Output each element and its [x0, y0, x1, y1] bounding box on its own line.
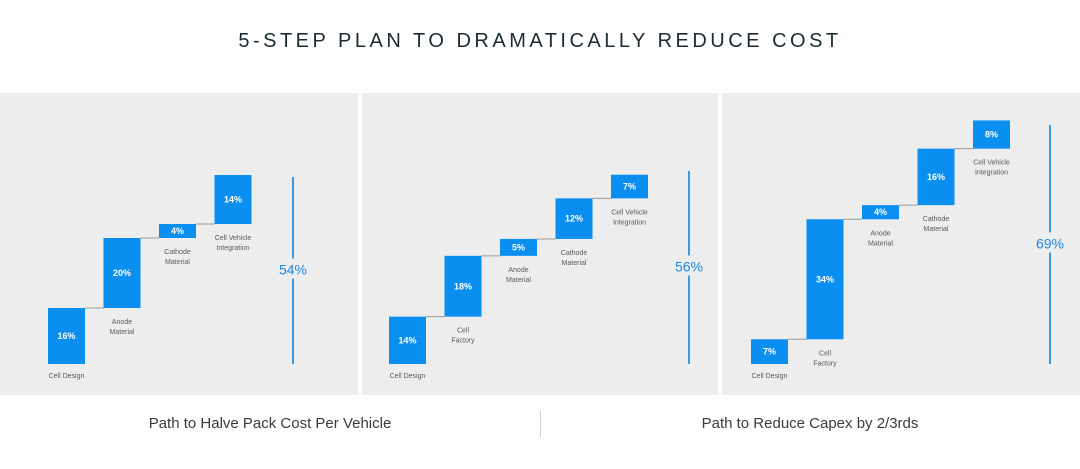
category-label: Integration: [216, 245, 249, 252]
bar-value-label: 16%: [57, 331, 75, 341]
bar-cell-vehicle-integration: [973, 120, 1010, 149]
total-label-backdrop: [277, 258, 309, 279]
bar-cathode-material: [555, 198, 593, 239]
chart-panel-capex: 7% Cell Design 34% Cell Factory 4% Anode Materi…: [722, 93, 1080, 395]
bar-value-label: 5%: [512, 242, 525, 252]
bar-cell-factory: [444, 255, 482, 317]
waterfall-chart-pack-cost: 16% Cell Design 20% Anode Material 4% Cathode M…: [48, 175, 309, 380]
bar-cell-factory: [806, 219, 844, 340]
chart-panel-pack-cost: 16% Cell Design 20% Anode Material 4% Cathode M…: [0, 93, 358, 395]
category-label: Anode: [112, 319, 132, 326]
category-label: Cell Vehicle: [973, 160, 1010, 167]
bar-value-label: 14%: [224, 195, 242, 205]
page-title: 5-STEP PLAN TO DRAMATICALLY REDUCE COST: [238, 30, 842, 52]
category-label: Cathode: [561, 250, 588, 257]
category-label: Cell Design: [390, 373, 426, 380]
bar-cell-design: [389, 316, 426, 364]
chart-panel-cell-cost: 14% Cell Design 18% Cell Factory 5% Anode Mater…: [362, 93, 718, 395]
bar-value-label: 7%: [763, 347, 776, 357]
bar-value-label: 12%: [565, 214, 583, 224]
category-label: Material: [165, 259, 190, 266]
bar-value-label: 18%: [454, 281, 472, 291]
category-label: Cathode: [923, 216, 950, 223]
bar-value-label: 4%: [171, 226, 184, 236]
category-label: Factory: [451, 338, 475, 345]
category-label: Material: [110, 329, 135, 336]
category-label: Anode: [508, 267, 528, 274]
waterfall-chart-cell-cost: 14% Cell Design 18% Cell Factory 5% Anode Mater…: [389, 171, 705, 380]
category-label: Cell: [457, 328, 470, 335]
category-label: Cell: [819, 350, 832, 357]
bar-value-label: 20%: [113, 268, 131, 278]
waterfall-chart-capex: 7% Cell Design 34% Cell Factory 4% Anode Materi…: [751, 120, 1066, 380]
bar-anode-material: [862, 205, 899, 220]
bar-cathode-material: [917, 148, 955, 206]
bar-value-label: 16%: [927, 172, 945, 182]
bar-value-label: 4%: [874, 207, 887, 217]
category-label: Material: [506, 277, 531, 284]
category-label: Material: [924, 226, 949, 233]
category-label: Cell Vehicle: [215, 235, 252, 242]
bar-value-label: 8%: [985, 130, 998, 140]
bar-value-label: 34%: [816, 274, 834, 284]
category-label: Cathode: [164, 249, 191, 256]
category-label: Cell Design: [752, 373, 788, 380]
category-label: Anode: [870, 230, 890, 237]
category-label: Cell Design: [49, 373, 85, 380]
category-label: Factory: [813, 360, 837, 367]
bar-value-label: 14%: [398, 335, 416, 345]
bar-cell-vehicle-integration: [611, 174, 648, 199]
bar-anode-material: [103, 238, 141, 308]
bar-cell-vehicle-integration: [214, 175, 252, 224]
bar-cathode-material: [159, 224, 196, 238]
bar-cell-design: [48, 308, 85, 364]
total-label-backdrop: [1034, 232, 1066, 253]
caption-halve-pack-cost: Path to Halve Pack Cost Per Vehicle: [148, 415, 392, 432]
bar-anode-material: [500, 238, 537, 256]
total-percent-label: 69%: [1036, 236, 1064, 252]
category-label: Integration: [613, 219, 646, 226]
total-label-backdrop: [673, 255, 705, 276]
bar-value-label: 7%: [623, 182, 636, 192]
category-label: Material: [562, 260, 587, 267]
total-percent-label: 54%: [279, 262, 307, 278]
bar-cell-design: [751, 339, 788, 364]
caption-reduce-capex: Path to Reduce Capex by 2/3rds: [701, 415, 919, 432]
category-label: Material: [868, 240, 893, 247]
category-label: Cell Vehicle: [611, 209, 648, 216]
total-percent-label: 56%: [675, 259, 703, 275]
caption-divider: [540, 411, 541, 437]
category-label: Integration: [975, 170, 1008, 177]
